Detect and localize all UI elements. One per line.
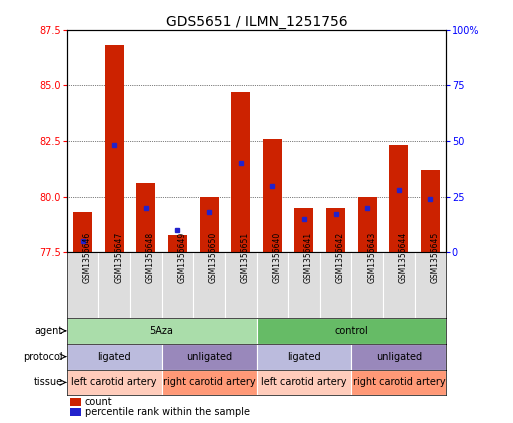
Text: protocol: protocol xyxy=(23,352,63,362)
Bar xyxy=(415,253,446,318)
Bar xyxy=(231,92,250,253)
Bar xyxy=(67,253,98,318)
Bar xyxy=(73,212,92,253)
Text: count: count xyxy=(85,397,112,407)
Text: GSM1356642: GSM1356642 xyxy=(336,232,345,283)
Text: agent: agent xyxy=(35,326,63,336)
Bar xyxy=(256,318,446,344)
Bar xyxy=(421,170,440,253)
Bar xyxy=(98,253,130,318)
Text: GSM1356644: GSM1356644 xyxy=(399,232,408,283)
Bar xyxy=(351,253,383,318)
Text: unligated: unligated xyxy=(376,352,422,362)
Text: GSM1356640: GSM1356640 xyxy=(272,232,281,283)
Title: GDS5651 / ILMN_1251756: GDS5651 / ILMN_1251756 xyxy=(166,14,347,29)
Bar xyxy=(358,197,377,253)
Bar xyxy=(136,183,155,253)
Bar xyxy=(225,253,256,318)
Bar xyxy=(351,344,446,370)
Bar xyxy=(67,318,256,344)
Bar xyxy=(70,398,81,406)
Bar xyxy=(193,253,225,318)
Bar xyxy=(263,139,282,253)
Bar xyxy=(389,146,408,253)
Bar xyxy=(168,234,187,253)
Bar xyxy=(200,197,219,253)
Text: GSM1356651: GSM1356651 xyxy=(241,232,250,283)
Bar xyxy=(351,370,446,396)
Bar xyxy=(383,253,415,318)
Text: ligated: ligated xyxy=(97,352,131,362)
Text: left carotid artery: left carotid artery xyxy=(71,377,157,387)
Text: unligated: unligated xyxy=(186,352,232,362)
Text: GSM1356646: GSM1356646 xyxy=(83,232,91,283)
Bar xyxy=(130,253,162,318)
Text: GSM1356643: GSM1356643 xyxy=(367,232,376,283)
Bar xyxy=(70,408,81,416)
Bar xyxy=(326,208,345,253)
Text: GSM1356645: GSM1356645 xyxy=(430,232,440,283)
Bar xyxy=(288,253,320,318)
Bar xyxy=(162,344,256,370)
Bar xyxy=(256,253,288,318)
Text: ligated: ligated xyxy=(287,352,321,362)
Text: 5Aza: 5Aza xyxy=(150,326,173,336)
Bar xyxy=(162,370,256,396)
Bar xyxy=(162,253,193,318)
Bar xyxy=(105,45,124,253)
Text: GSM1356649: GSM1356649 xyxy=(177,232,186,283)
Text: GSM1356647: GSM1356647 xyxy=(114,232,123,283)
Bar xyxy=(320,253,351,318)
Text: percentile rank within the sample: percentile rank within the sample xyxy=(85,407,250,418)
Text: tissue: tissue xyxy=(34,377,63,387)
Bar xyxy=(67,344,162,370)
Text: GSM1356650: GSM1356650 xyxy=(209,232,218,283)
Text: left carotid artery: left carotid artery xyxy=(261,377,347,387)
Text: GSM1356648: GSM1356648 xyxy=(146,232,155,283)
Bar xyxy=(294,208,313,253)
Text: control: control xyxy=(334,326,368,336)
Text: right carotid artery: right carotid artery xyxy=(352,377,445,387)
Text: GSM1356641: GSM1356641 xyxy=(304,232,313,283)
Bar xyxy=(67,370,162,396)
Bar xyxy=(256,344,351,370)
Bar xyxy=(256,370,351,396)
Text: right carotid artery: right carotid artery xyxy=(163,377,255,387)
